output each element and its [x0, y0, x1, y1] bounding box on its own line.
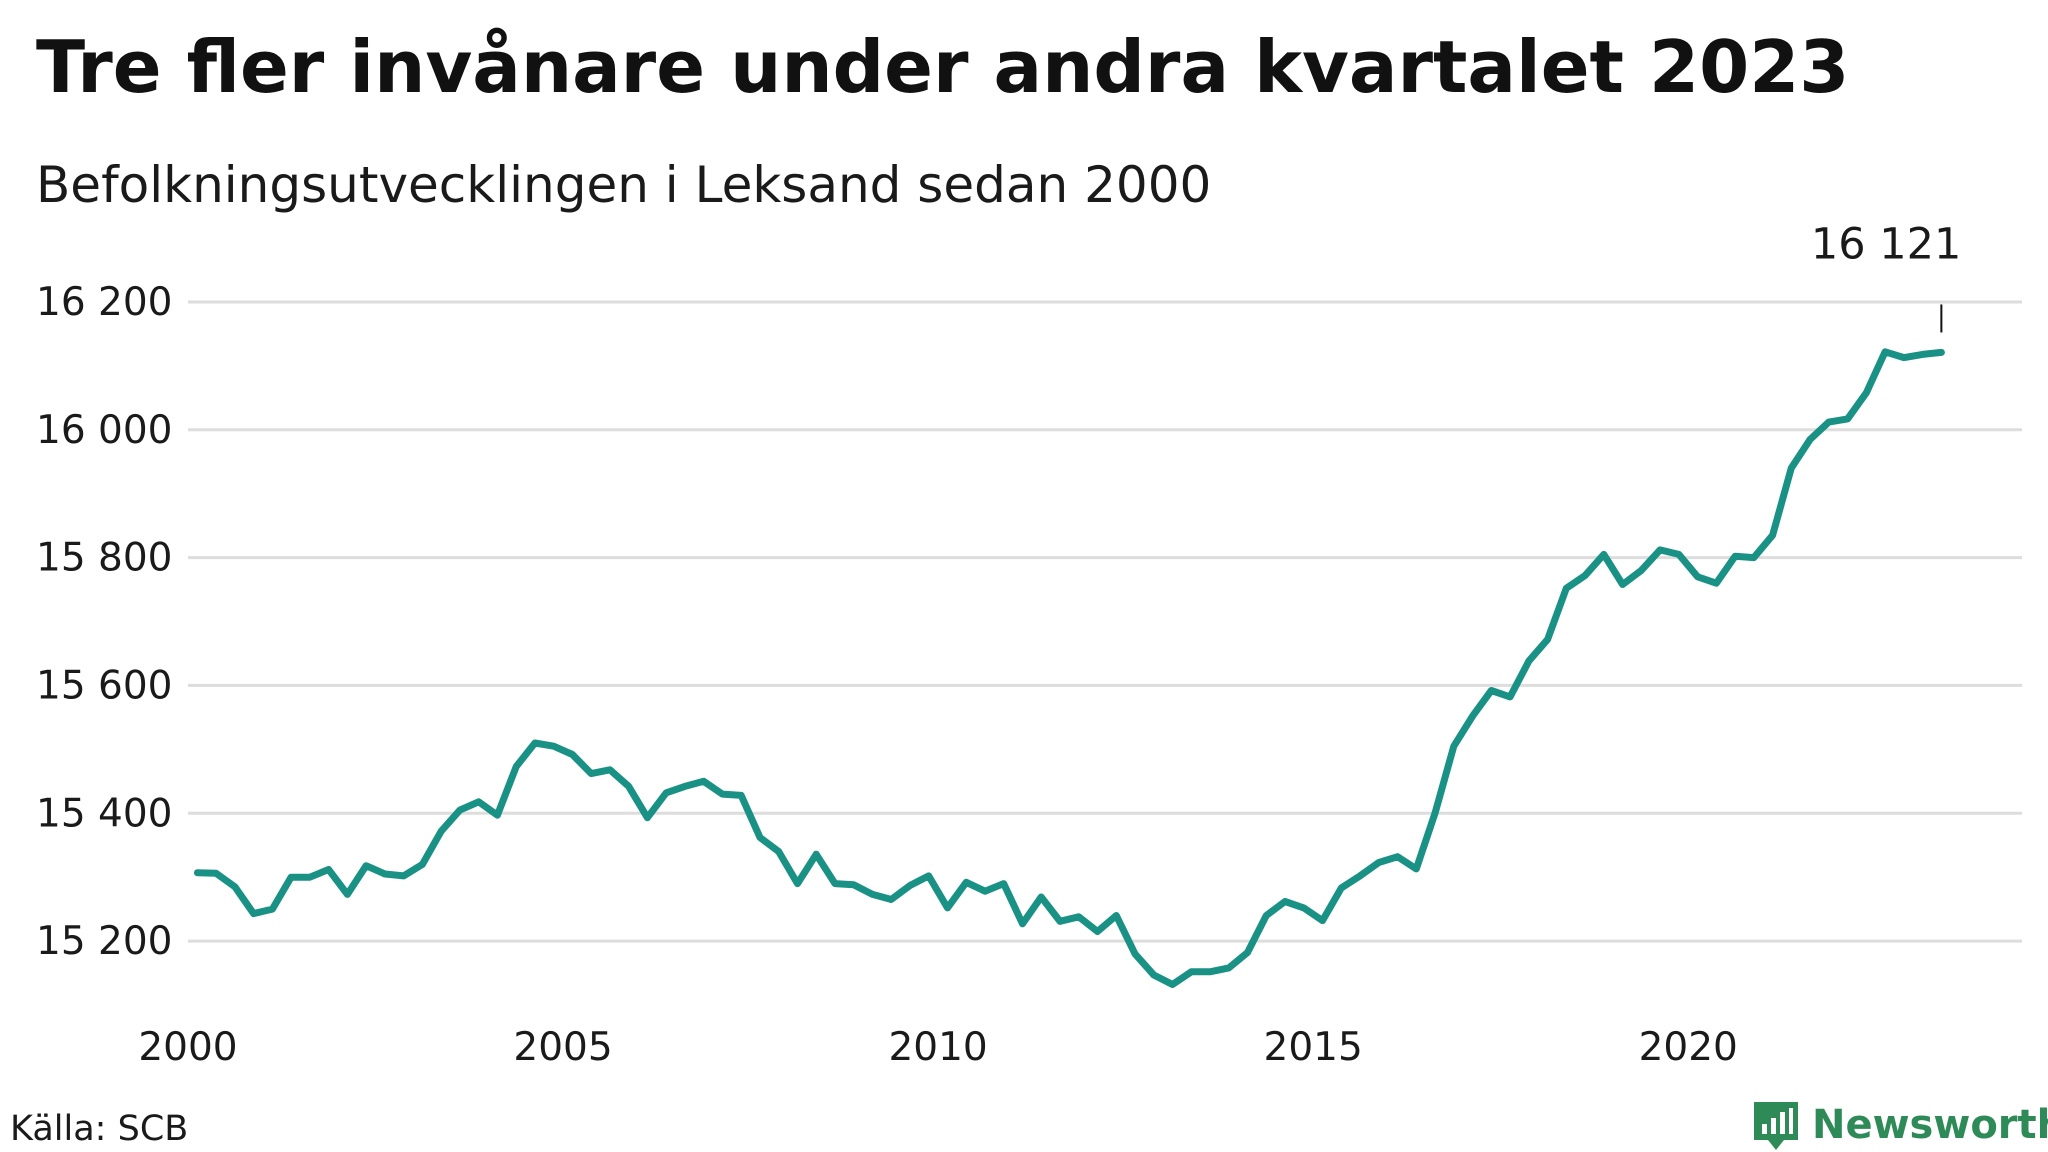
- y-tick-label: 15 600: [36, 663, 172, 708]
- x-tick-label: 2010: [888, 1025, 987, 1070]
- x-tick-label: 2015: [1264, 1025, 1363, 1070]
- annotation-layer: 16 121: [1811, 219, 1961, 333]
- series-line: [193, 348, 1945, 988]
- chart-title: Tre fler invånare under andra kvartalet …: [36, 25, 1849, 109]
- y-tick-label: 16 000: [36, 408, 172, 453]
- x-tick-label: 2005: [513, 1025, 612, 1070]
- x-axis: 2000 2005 2010 2015 2020: [138, 1025, 1737, 1070]
- source-label: Källa: SCB: [10, 1109, 188, 1149]
- y-tick-label: 15 800: [36, 536, 172, 581]
- last-value-label: 16 121: [1811, 219, 1961, 269]
- y-tick-label: 16 200: [36, 280, 172, 325]
- logo-icon: [1754, 1102, 1798, 1150]
- series-layer: [193, 348, 1945, 988]
- chart-subtitle: Befolkningsutvecklingen i Leksand sedan …: [36, 156, 1211, 214]
- y-tick-label: 15 400: [36, 791, 172, 836]
- gridlines: [188, 300, 2022, 943]
- newsworthy-logo: Newsworthy: [1754, 1102, 2048, 1150]
- brand-name: Newsworthy: [1812, 1102, 2048, 1148]
- x-tick-label: 2020: [1639, 1025, 1738, 1070]
- y-tick-label: 15 200: [36, 919, 172, 964]
- y-axis: 15 200 15 400 15 600 15 800 16 000 16 200: [36, 280, 172, 964]
- x-tick-label: 2000: [138, 1025, 237, 1070]
